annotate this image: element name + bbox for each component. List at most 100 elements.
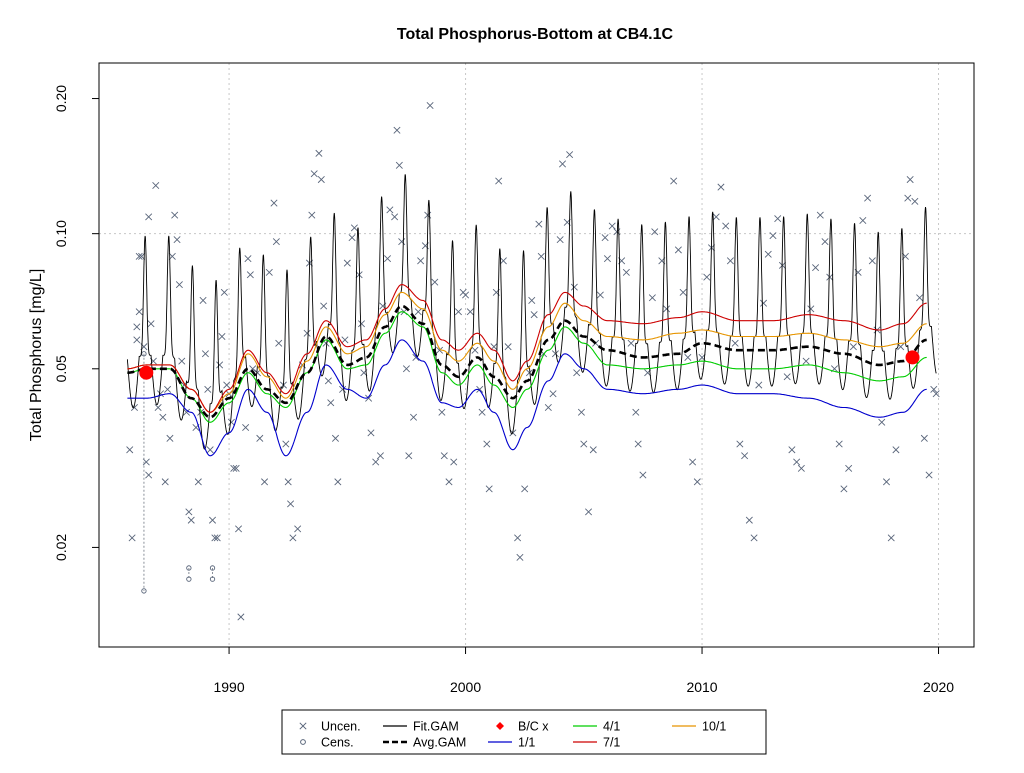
uncensored-point bbox=[466, 308, 474, 316]
uncensored-point bbox=[145, 471, 153, 479]
uncensored-point bbox=[303, 329, 311, 337]
legend-label: Avg.GAM bbox=[413, 736, 466, 750]
avg-gam-line bbox=[127, 304, 927, 419]
uncensored-point bbox=[331, 434, 340, 442]
uncensored-point bbox=[783, 373, 791, 381]
uncensored-point bbox=[826, 273, 834, 281]
uncensored-point bbox=[237, 613, 245, 621]
uncensored-point bbox=[147, 320, 155, 328]
x-tick-label: 2010 bbox=[686, 679, 717, 695]
censored-point bbox=[186, 576, 192, 582]
uncensored-point bbox=[887, 534, 895, 542]
uncensored-point bbox=[693, 478, 701, 486]
uncensored-point bbox=[324, 377, 332, 385]
uncensored-point bbox=[821, 238, 829, 246]
uncensored-point bbox=[272, 238, 280, 246]
uncensored-point bbox=[166, 434, 174, 442]
uncensored-point bbox=[551, 350, 559, 358]
bc-layer bbox=[139, 350, 920, 380]
censored-point bbox=[209, 565, 216, 571]
x-tick-label: 1990 bbox=[213, 679, 244, 695]
bc-point bbox=[139, 365, 154, 380]
uncensored-point bbox=[764, 250, 772, 258]
uncensored-point bbox=[367, 429, 375, 437]
uncensored-point bbox=[485, 485, 493, 493]
uncensored-point bbox=[911, 197, 919, 205]
uncensored-point bbox=[585, 508, 593, 516]
uncensored-point bbox=[812, 264, 820, 272]
uncensored-point bbox=[393, 126, 401, 134]
uncensored-point bbox=[171, 211, 179, 219]
uncensored-point bbox=[793, 458, 801, 466]
uncensored-point bbox=[275, 339, 283, 347]
uncensored-point bbox=[679, 288, 687, 296]
uncensored-point bbox=[549, 390, 557, 398]
uncensored-point bbox=[135, 252, 143, 260]
plot-frame bbox=[98, 62, 975, 648]
legend-label: 4/1 bbox=[603, 720, 620, 734]
uncensored-point bbox=[639, 471, 647, 479]
uncensored-point bbox=[395, 161, 403, 169]
legend-label: Fit.GAM bbox=[413, 720, 459, 734]
axis-layer: 1990 2000 2010 2020 0.02 0.05 0.10 0.20 bbox=[53, 85, 954, 695]
uncensored-point bbox=[128, 534, 136, 542]
uncensored-point bbox=[797, 464, 805, 472]
uncensored-point bbox=[788, 446, 796, 454]
uncensored-point bbox=[717, 183, 725, 191]
uncensored-point bbox=[627, 339, 635, 347]
uncensored-point bbox=[402, 365, 410, 373]
legend-label: B/C x bbox=[518, 720, 549, 734]
uncensored-point bbox=[133, 323, 141, 331]
uncensored-point bbox=[289, 534, 297, 542]
uncensored-point bbox=[684, 353, 692, 361]
uncensored-point bbox=[544, 403, 552, 411]
uncensored-point bbox=[601, 234, 609, 242]
uncensored-point bbox=[916, 294, 924, 302]
uncensored-point bbox=[235, 525, 243, 533]
censored-point bbox=[141, 588, 147, 594]
uncensored-point bbox=[343, 259, 351, 267]
uncensored-point bbox=[445, 478, 453, 486]
uncensored-point bbox=[589, 446, 597, 454]
uncensored-point bbox=[284, 478, 292, 486]
y-tick-label: 0.10 bbox=[53, 220, 69, 247]
uncensored-point bbox=[270, 199, 278, 207]
uncensored-point bbox=[499, 257, 507, 265]
uncensored-point bbox=[220, 288, 228, 296]
uncensored-point bbox=[218, 333, 226, 341]
y-tick-label: 0.05 bbox=[53, 355, 69, 382]
uncensored-point bbox=[760, 299, 768, 307]
uncensored-point bbox=[383, 255, 392, 263]
uncensored-point bbox=[741, 452, 749, 460]
censored-point bbox=[186, 565, 192, 571]
uncensored-point bbox=[204, 385, 212, 393]
uncensored-point bbox=[868, 257, 876, 265]
legend-label: 7/1 bbox=[603, 736, 620, 750]
uncensored-point bbox=[357, 320, 366, 328]
uncensored-point bbox=[521, 485, 529, 493]
uncensored-point bbox=[726, 257, 734, 265]
uncensored-point bbox=[670, 177, 678, 185]
uncensored-point bbox=[920, 434, 928, 442]
uncensored-point bbox=[490, 343, 498, 351]
uncensored-point bbox=[845, 464, 853, 472]
uncensored-point bbox=[566, 151, 574, 159]
uncensored-point bbox=[558, 160, 567, 168]
uncensored-point bbox=[634, 440, 642, 448]
uncensored-point bbox=[372, 458, 380, 466]
uncensored-point bbox=[230, 464, 238, 472]
uncensored-point bbox=[287, 500, 295, 508]
uncensored-point bbox=[164, 385, 172, 393]
uncensored-point bbox=[173, 236, 181, 244]
uncensored-point bbox=[537, 252, 545, 260]
uncensored-point bbox=[294, 525, 302, 533]
uncensored-point bbox=[175, 281, 183, 289]
uncensored-point bbox=[135, 308, 143, 316]
uncensored-point bbox=[410, 413, 418, 421]
uncensored-point bbox=[807, 305, 815, 313]
y-tick-label: 0.20 bbox=[53, 85, 69, 112]
legend-label: 1/1 bbox=[518, 736, 535, 750]
uncensored-point bbox=[213, 534, 221, 542]
uncensored-point bbox=[391, 213, 399, 221]
